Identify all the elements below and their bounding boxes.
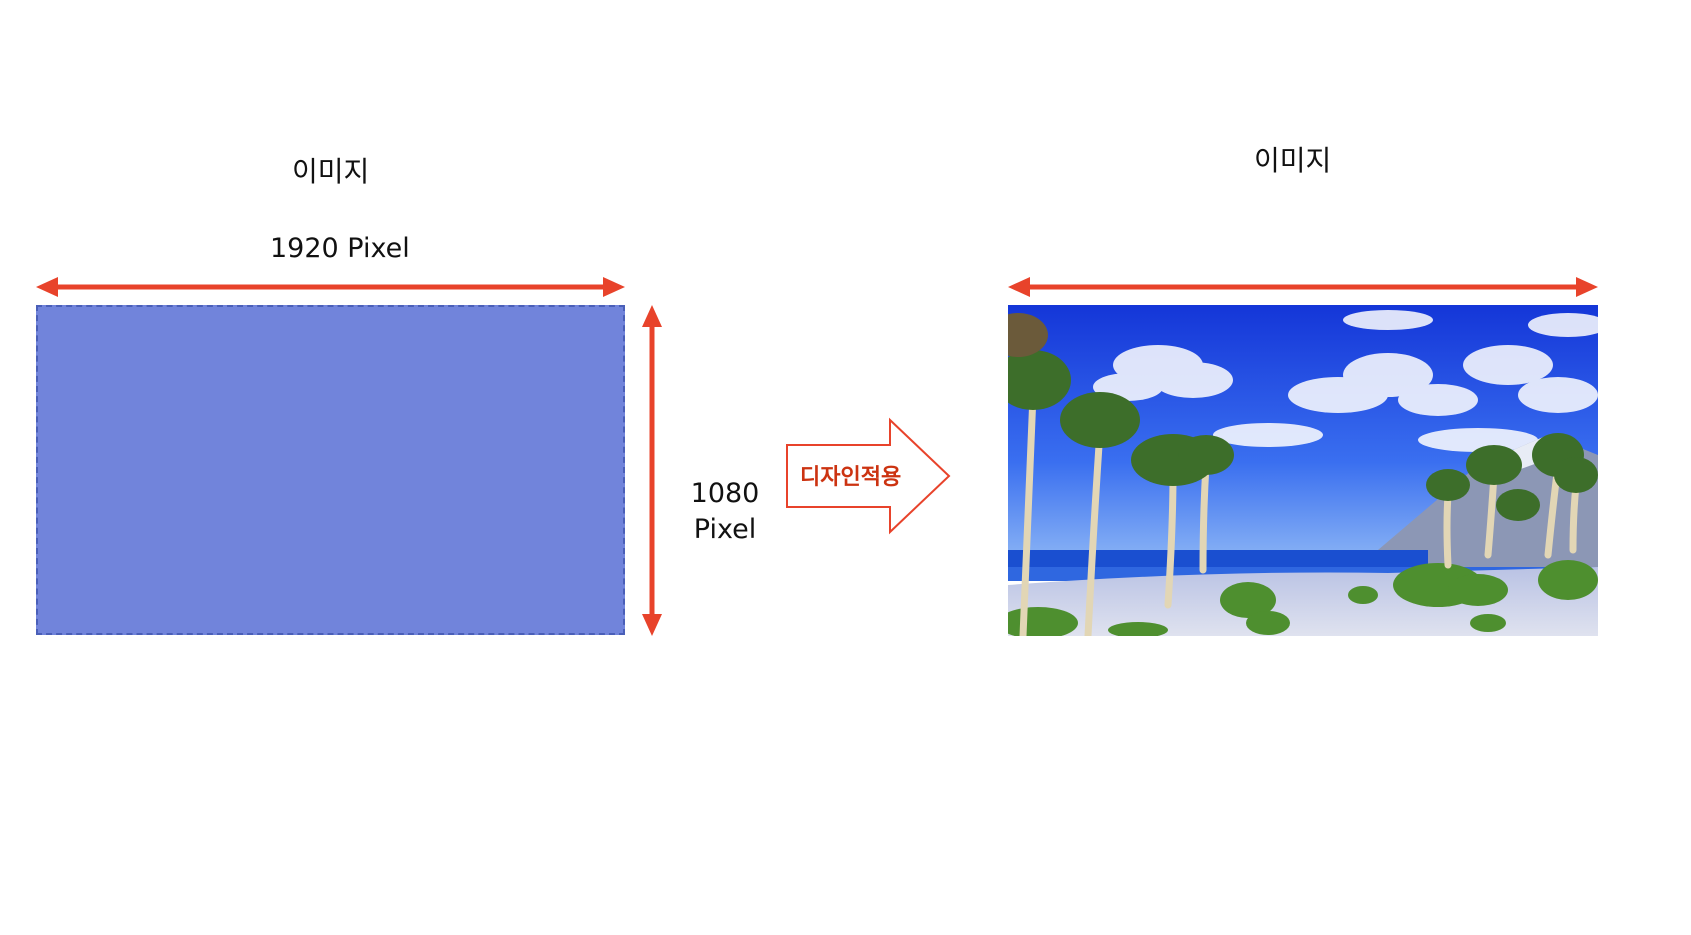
height-unit: Pixel: [693, 514, 757, 545]
clouds: [1093, 310, 1598, 452]
design-apply-arrow: [786, 417, 951, 535]
height-value: 1080: [690, 478, 760, 509]
beach-image: [1008, 305, 1598, 636]
grass: [1008, 560, 1598, 636]
design-apply-label: 디자인적용: [800, 465, 902, 490]
left-height-arrow: [642, 305, 662, 636]
width-dimension-label: 1920 Pixel: [270, 233, 410, 264]
image-placeholder-rect: [36, 305, 625, 635]
left-image-title: 이미지: [292, 155, 370, 188]
palm-crowns: [1008, 313, 1598, 521]
height-dimension-label: 1080 Pixel: [690, 476, 760, 548]
right-width-arrow: [1008, 277, 1598, 297]
right-image-title: 이미지: [1254, 144, 1332, 177]
left-width-arrow: [36, 277, 625, 297]
